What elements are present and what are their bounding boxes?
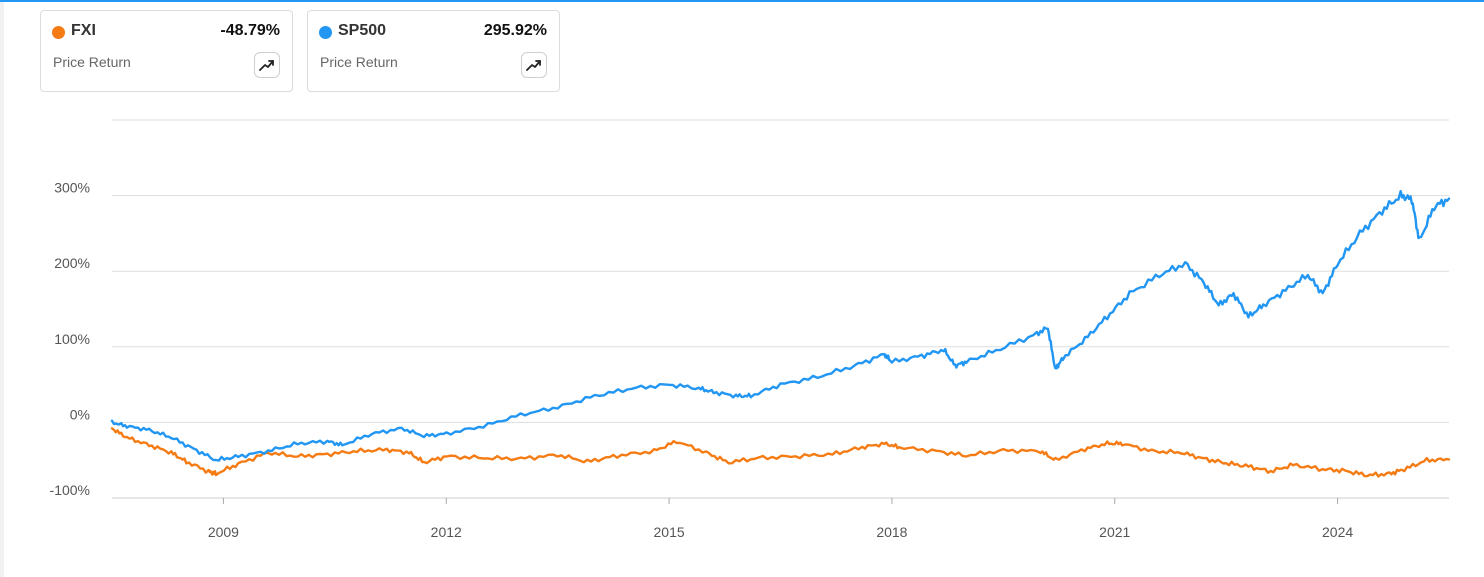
x-tick-label: 2018 — [876, 524, 907, 540]
legend-ticker-fxi: FXI — [71, 22, 96, 39]
fxi-color-dot-icon — [52, 26, 65, 39]
y-tick-label: 300% — [54, 180, 90, 196]
x-tick-label: 2024 — [1322, 524, 1353, 540]
legend-subtitle-fxi: Price Return — [53, 54, 131, 70]
y-tick-label: 100% — [54, 331, 90, 347]
left-edge-strip — [0, 2, 4, 577]
legend-return-fxi: -48.79% — [220, 22, 280, 39]
legend-card-sp500[interactable]: SP500 295.92% Price Return — [307, 10, 560, 92]
trend-up-icon — [259, 60, 274, 71]
fxi-trend-button[interactable] — [254, 52, 280, 78]
sp500-color-dot-icon — [319, 26, 332, 39]
x-tick-label: 2009 — [208, 524, 239, 540]
trend-up-icon — [526, 60, 541, 71]
x-tick-label: 2021 — [1099, 524, 1130, 540]
legend-return-sp500: 295.92% — [483, 22, 547, 39]
sp500-trend-button[interactable] — [521, 52, 547, 78]
y-tick-label: 0% — [70, 406, 90, 422]
legend-card-fxi[interactable]: FXI -48.79% Price Return — [40, 10, 293, 92]
legend-subtitle-sp500: Price Return — [320, 54, 398, 70]
x-tick-label: 2012 — [431, 524, 462, 540]
series-line-fxi — [110, 427, 1451, 478]
legend-ticker-sp500: SP500 — [338, 22, 387, 39]
y-tick-label: 200% — [54, 255, 90, 271]
series-line-sp500 — [110, 189, 1451, 462]
top-accent-bar — [0, 0, 1484, 2]
y-tick-label: -100% — [50, 482, 90, 498]
x-tick-label: 2015 — [654, 524, 685, 540]
